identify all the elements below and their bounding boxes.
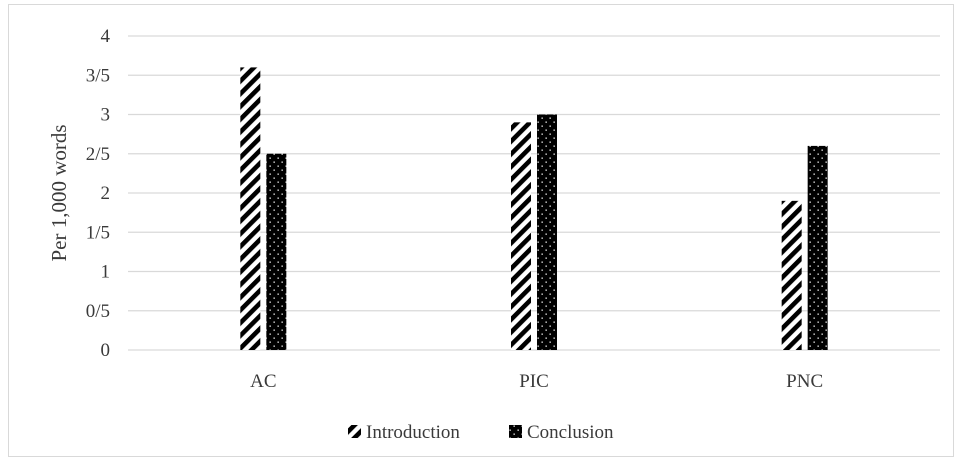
- bar-conclusion-ac: [266, 153, 287, 350]
- y-tick-label: 2/5: [86, 144, 110, 165]
- y-tick-label: 1/5: [86, 222, 110, 243]
- gridlines: [128, 35, 940, 351]
- y-axis-title: Per 1,000 words: [47, 124, 71, 261]
- y-axis-ticks: 0 0/5 1 1/5 2 2/5 3 3/5 4: [86, 26, 111, 361]
- y-tick-label: 4: [101, 26, 111, 47]
- x-category-label: PIC: [519, 371, 549, 392]
- legend-label-conclusion: Conclusion: [527, 422, 614, 443]
- bar-conclusion-pnc: [807, 145, 828, 350]
- x-category-label: PNC: [786, 371, 823, 392]
- bar-conclusion-pic: [537, 114, 557, 350]
- x-axis-categories: AC PIC PNC: [250, 371, 823, 392]
- y-tick-label: 3/5: [86, 65, 110, 86]
- y-tick-label: 0/5: [86, 301, 110, 322]
- legend-swatch-conclusion: [509, 425, 522, 438]
- y-tick-label: 1: [101, 262, 111, 283]
- bars: [240, 67, 828, 351]
- bar-introduction-pic: [511, 122, 531, 350]
- y-tick-label: 0: [101, 340, 111, 361]
- y-tick-label: 3: [101, 105, 111, 126]
- legend-label-introduction: Introduction: [366, 422, 460, 443]
- legend-swatch-introduction: [348, 425, 361, 438]
- bar-introduction-ac: [240, 67, 261, 351]
- x-category-label: AC: [250, 371, 276, 392]
- y-tick-label: 2: [101, 183, 111, 204]
- legend-item-introduction: Introduction: [348, 422, 460, 443]
- legend-item-conclusion: Conclusion: [509, 422, 614, 443]
- legend: Introduction Conclusion: [348, 422, 614, 443]
- bar-introduction-pnc: [781, 200, 802, 350]
